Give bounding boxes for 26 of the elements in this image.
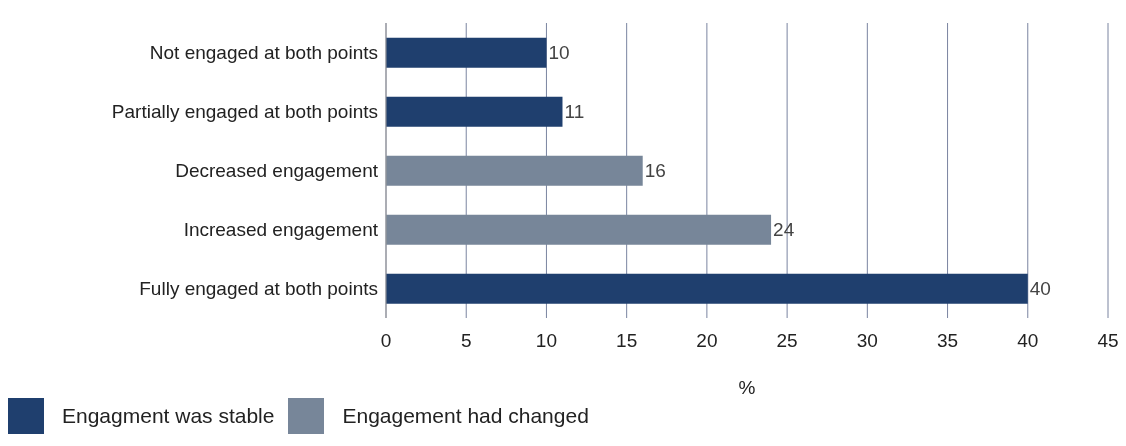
x-tick-label: 10 xyxy=(535,330,558,352)
legend-label: Engagement had changed xyxy=(342,404,589,428)
bar xyxy=(386,96,563,127)
x-tick-label: 40 xyxy=(1017,330,1039,352)
bar xyxy=(386,273,1028,304)
y-tick-label: Fully engaged at both points xyxy=(139,278,378,300)
data-label: 10 xyxy=(548,42,570,64)
data-label: 24 xyxy=(773,219,795,241)
legend-label: Engagment was stable xyxy=(62,404,275,428)
x-tick-label: 5 xyxy=(460,330,472,352)
y-tick-label: Partially engaged at both points xyxy=(111,101,378,123)
x-tick-label: 30 xyxy=(856,330,878,352)
x-tick-label: 35 xyxy=(936,330,959,352)
y-tick-label: Not engaged at both points xyxy=(149,42,378,64)
bar xyxy=(386,37,547,68)
x-tick-label: 0 xyxy=(380,330,392,352)
x-tick-label: 20 xyxy=(696,330,718,352)
y-tick-label: Increased engagement xyxy=(183,219,379,241)
data-label: 40 xyxy=(1029,278,1051,300)
data-label: 11 xyxy=(564,101,585,123)
x-axis-title: % xyxy=(738,377,756,398)
x-tick-label: 45 xyxy=(1097,330,1119,352)
x-tick-label: 15 xyxy=(616,330,638,352)
data-label: 16 xyxy=(644,160,666,182)
y-tick-label: Decreased engagement xyxy=(175,160,379,182)
x-tick-label: 25 xyxy=(776,330,798,352)
